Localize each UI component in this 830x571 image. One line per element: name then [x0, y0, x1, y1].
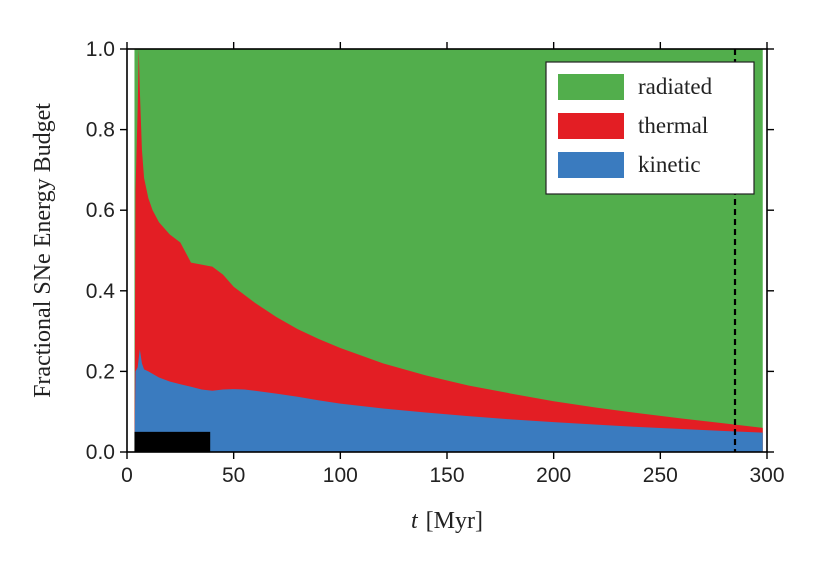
- axes: 0 50 100 150 200 250 300 0.0 0.2 0.4 0.6 0.8 1.0: [86, 38, 785, 487]
- series-thermal-area: [134, 49, 763, 452]
- series-kinetic-area: [134, 349, 763, 452]
- black-bar-annotation: [134, 431, 211, 452]
- legend-label-radiated: radiated: [638, 74, 713, 99]
- y-axis-label: Fractional SNe Energy Budget: [30, 103, 56, 398]
- y-tick-label: 0.4: [86, 280, 116, 303]
- x-tick-label: 100: [323, 464, 358, 487]
- legend-swatch-thermal: [558, 113, 624, 139]
- legend: radiated thermal kinetic: [545, 61, 755, 195]
- x-axis-label-var: t: [411, 508, 419, 534]
- y-tick-label: 0.2: [86, 360, 115, 383]
- y-tick-label: 0.6: [86, 199, 115, 222]
- x-tick-label: 150: [429, 464, 464, 487]
- x-axis-label-unit: [Myr]: [426, 508, 483, 534]
- x-tick-label: 250: [643, 464, 678, 487]
- y-tick-label: 0.8: [86, 119, 115, 142]
- y-tick-label: 1.0: [86, 38, 115, 61]
- x-tick-label: 0: [121, 464, 133, 487]
- legend-swatch-kinetic: [558, 152, 624, 178]
- legend-label-kinetic: kinetic: [638, 152, 701, 177]
- x-tick-label: 300: [749, 464, 784, 487]
- x-tick-label: 200: [536, 464, 571, 487]
- legend-label-thermal: thermal: [638, 113, 708, 138]
- y-tick-label: 0.0: [86, 441, 115, 464]
- legend-swatch-radiated: [558, 74, 624, 100]
- x-tick-label: 50: [222, 464, 245, 487]
- x-axis-label: t [Myr]: [411, 508, 483, 534]
